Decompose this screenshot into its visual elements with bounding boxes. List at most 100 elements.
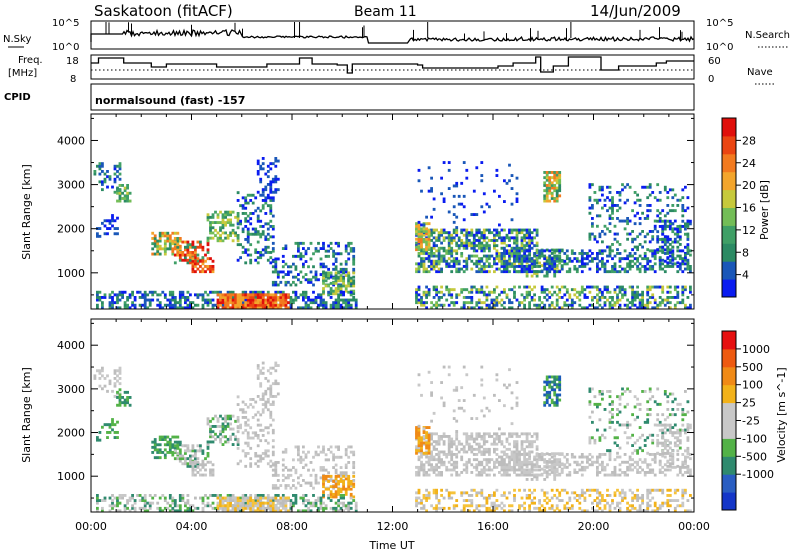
power-cell: [221, 239, 225, 243]
velocity-cell: [178, 443, 182, 447]
velocity-cell: [271, 453, 275, 457]
power-cell: [93, 170, 97, 173]
power-cell: [671, 204, 675, 207]
power-cell: [196, 262, 200, 266]
power-cell: [96, 296, 99, 299]
power-cell: [603, 224, 607, 228]
power-cell: [460, 181, 464, 185]
power-cell: [216, 301, 220, 305]
velocity-cell: [513, 445, 516, 449]
velocity-cell: [292, 504, 295, 508]
power-cell: [580, 262, 584, 266]
power-cell: [598, 249, 602, 253]
velocity-cell: [435, 453, 438, 456]
power-cell: [420, 249, 423, 253]
velocity-cell: [455, 437, 459, 441]
power-cell: [596, 270, 599, 274]
power-cell: [427, 189, 431, 193]
velocity-cell: [236, 504, 240, 508]
velocity-cell: [186, 509, 190, 513]
power-cell: [678, 267, 682, 271]
velocity-cell: [520, 432, 524, 436]
velocity-cell: [297, 453, 300, 457]
power-cell: [264, 298, 268, 302]
power-cell: [618, 285, 622, 289]
power-cell: [447, 252, 451, 255]
power-cell: [530, 264, 534, 268]
velocity-cell: [447, 468, 451, 472]
velocity-cell: [425, 488, 428, 492]
power-cell: [194, 262, 197, 266]
power-cell: [425, 270, 428, 274]
power-cell: [661, 240, 665, 244]
velocity-cell: [214, 437, 217, 441]
power-cell: [631, 259, 634, 263]
velocity-cell: [249, 464, 253, 468]
freq-label-2: [MHz]: [8, 68, 37, 79]
velocity-cell: [249, 506, 253, 510]
power-cell: [528, 253, 531, 257]
power-cell: [628, 285, 632, 289]
power-cell: [520, 228, 524, 232]
power-cell: [312, 265, 315, 269]
power-cell: [455, 262, 459, 266]
velocity-cell: [465, 504, 469, 508]
power-cell: [96, 234, 99, 238]
power-cell: [596, 257, 599, 261]
velocity-cell: [480, 435, 484, 438]
velocity-cell: [241, 499, 245, 502]
velocity-cell: [171, 509, 175, 513]
velocity-cell: [337, 474, 340, 478]
power-cell: [596, 285, 599, 289]
power-cell: [538, 306, 541, 310]
velocity-cell: [329, 492, 333, 496]
velocity-cell: [256, 494, 260, 497]
velocity-cell: [226, 496, 230, 500]
velocity-cell: [266, 496, 270, 500]
power-cell: [528, 241, 531, 245]
power-cell: [221, 213, 225, 217]
power-cell: [658, 217, 662, 220]
power-cell: [239, 204, 242, 208]
power-cell: [266, 251, 270, 254]
velocity-cell: [470, 450, 474, 454]
power-cell: [503, 239, 506, 242]
velocity-cell: [523, 468, 526, 472]
power-cell: [661, 267, 665, 271]
power-cell: [292, 298, 295, 302]
power-cell: [297, 296, 300, 299]
velocity-cell: [224, 440, 227, 444]
velocity-cell: [204, 504, 207, 508]
velocity-cell: [276, 473, 280, 477]
velocity-cell: [349, 501, 353, 505]
velocity-cell: [284, 448, 288, 451]
power-cell: [623, 249, 627, 253]
power-cell: [422, 301, 426, 305]
velocity-cell: [415, 451, 418, 455]
power-cell: [249, 306, 253, 310]
power-cell: [558, 257, 562, 261]
power-cell: [156, 242, 160, 246]
velocity-cell: [324, 506, 328, 510]
power-cell: [249, 303, 253, 307]
velocity-cell: [143, 501, 147, 505]
power-cell: [631, 290, 634, 294]
power-cell: [495, 249, 499, 253]
velocity-cell: [266, 400, 270, 404]
velocity-cell: [319, 501, 323, 505]
power-cell: [269, 196, 273, 200]
power-cell: [432, 244, 436, 248]
velocity-cell: [113, 436, 117, 439]
velocity-cell: [520, 447, 524, 451]
power-cell: [352, 249, 356, 253]
velocity-cell: [206, 422, 210, 426]
velocity-cell: [254, 496, 258, 500]
velocity-cell: [440, 463, 443, 467]
power-cell: [523, 296, 526, 299]
power-cell: [636, 193, 639, 197]
power-cell: [598, 296, 602, 299]
velocity-cell: [523, 473, 526, 477]
power-cell: [668, 238, 672, 241]
power-cell: [533, 254, 536, 258]
power-cell: [563, 252, 567, 255]
